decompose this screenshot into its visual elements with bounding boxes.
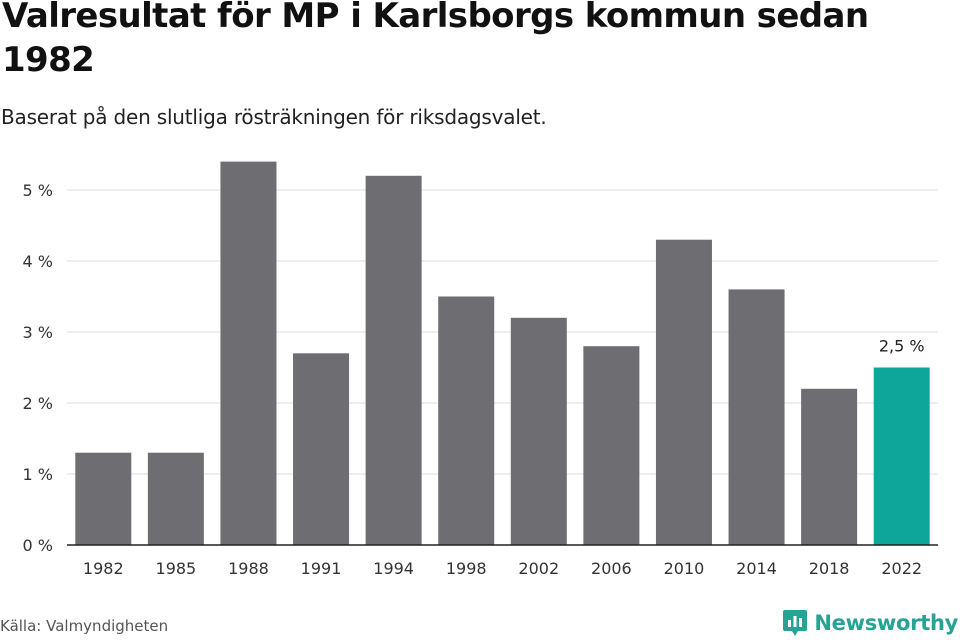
bar-chart: 0 % 1 % 2 % 3 % 4 % 5 % 1982 1985 1988 1991 1994 19…	[23, 161, 938, 578]
x-tick-label: 2018	[809, 559, 850, 578]
source-note: Källa: Valmyndigheten	[0, 617, 169, 635]
bar-2002	[510, 317, 567, 545]
bar-1991	[293, 353, 350, 545]
bar-1982	[75, 452, 132, 545]
x-tick-label: 1991	[301, 559, 342, 578]
brand-logo: Newsworthy	[782, 608, 958, 638]
chart-subtitle: Baserat på den slutliga rösträkningen fö…	[1, 105, 547, 129]
y-tick-label: 2 %	[23, 394, 53, 413]
newsworthy-logo-icon	[783, 610, 808, 636]
x-tick-label: 2014	[736, 559, 777, 578]
y-tick-label: 5 %	[23, 181, 53, 200]
x-tick-label: 1998	[446, 559, 487, 578]
bar-2018	[801, 388, 858, 545]
data-label-2022: 2,5 %	[879, 337, 925, 356]
y-tick-label: 1 %	[23, 465, 53, 484]
x-tick-label: 2006	[591, 559, 632, 578]
brand-name: Newsworthy	[814, 611, 958, 635]
bar-1988	[220, 161, 277, 545]
x-tick-label: 2022	[881, 559, 922, 578]
y-tick-label: 4 %	[23, 252, 53, 271]
bar-2022	[873, 367, 930, 545]
x-tick-label: 1994	[373, 559, 414, 578]
y-tick-label: 0 %	[23, 536, 53, 555]
x-tick-label: 2002	[518, 559, 559, 578]
bar-1994	[365, 175, 422, 546]
x-tick-label: 1985	[156, 559, 197, 578]
bar-2010	[655, 239, 712, 545]
bar-1998	[438, 296, 495, 545]
chart-title: Valresultat för MP i Karlsborgs kommun s…	[2, 0, 869, 80]
x-tick-label: 1982	[83, 559, 124, 578]
x-tick-label: 2010	[664, 559, 705, 578]
y-tick-label: 3 %	[23, 323, 53, 342]
bar-1985	[147, 452, 204, 545]
bar-2006	[583, 346, 640, 545]
bar-2014	[728, 289, 785, 545]
x-tick-label: 1988	[228, 559, 269, 578]
